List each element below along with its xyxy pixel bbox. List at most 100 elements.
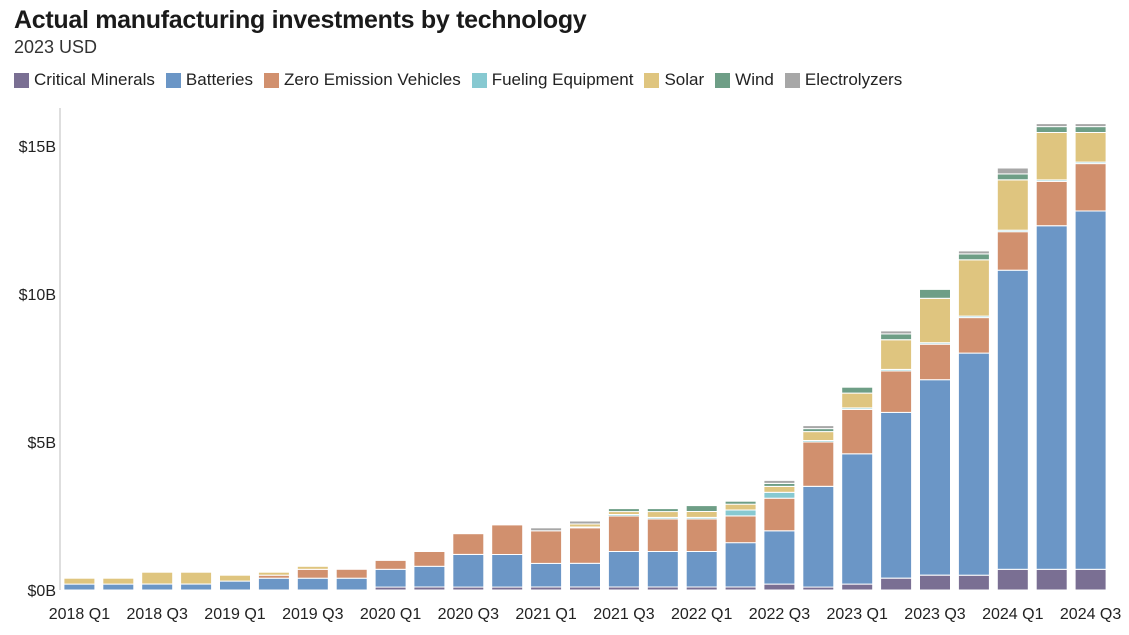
bar-segment: 2022 Q3 - Electrolyzers: 0.1 [763,479,796,484]
x-tick-label: 2020 Q3 [438,606,499,623]
legend-item: Wind [715,70,774,90]
bar-segment: 2023 Q1 - Zero Emission Vehicles: 1.5 [841,408,874,455]
legend-swatch [715,72,731,88]
bar-segment: 2022 Q4 - Electrolyzers: 0.1 [802,425,835,430]
legend-swatch [644,72,660,88]
bar-segment: 2024 Q1 - Critical Minerals: 0.7 [996,568,1029,591]
bar-segment: 2022 Q3 - Fueling Equipment: 0.2 [763,491,796,499]
bar-segment: 2018 Q2 - Batteries: 0.2 [102,583,135,591]
legend-item: Zero Emission Vehicles [264,70,461,90]
x-tick-label: 2024 Q3 [1060,606,1121,623]
bar-segment: 2020 Q3 - Zero Emission Vehicles: 0.7 [452,533,485,555]
bar-segment: 2022 Q4 - Solar: 0.3 [802,431,835,442]
bar-segment: 2024 Q1 - Electrolyzers: 0.2 [996,167,1029,175]
bar-segment: 2022 Q3 - Critical Minerals: 0.2 [763,583,796,591]
legend-swatch [784,72,800,88]
bar-segment: 2020 Q4 - Zero Emission Vehicles: 1 [491,524,524,556]
bar-segment: 2021 Q2 - Zero Emission Vehicles: 1.2 [569,527,601,564]
bar-segment: 2018 Q2 - Solar: 0.2 [102,577,135,585]
legend-label: Critical Minerals [34,70,155,89]
bar-segment: 2023 Q1 - Solar: 0.5 [841,392,874,409]
bar-segment: 2023 Q4 - Critical Minerals: 0.5 [957,574,990,591]
bar-segment: 2023 Q4 - Zero Emission Vehicles: 1.2 [957,317,990,354]
legend-item: Critical Minerals [14,70,155,90]
x-tick-label: 2018 Q3 [127,606,188,623]
bar-segment: 2018 Q3 - Solar: 0.4 [141,571,174,585]
legend-item: Batteries [165,70,254,90]
bar-segment: 2023 Q1 - Batteries: 4.4 [841,453,874,585]
bar-segment: 2024 Q1 - Batteries: 10.1 [996,269,1029,570]
legend-label: Electrolyzers [804,70,903,89]
legend-item: Solar [644,70,704,90]
bar-segment: 2022 Q2 - Fueling Equipment: 0.2 [724,509,757,517]
bar-segment: 2023 Q3 - Critical Minerals: 0.5 [919,574,951,591]
bar-segment: 2023 Q2 - Electrolyzers: 0.1 [880,330,913,335]
bar-segment: 2022 Q2 - Zero Emission Vehicles: 0.9 [724,515,757,544]
chart-title: Actual manufacturing investments by tech… [14,6,587,34]
legend-label: Batteries [185,70,254,89]
bar-segment: 2021 Q1 - Electrolyzers: 0.1 [530,527,563,532]
bar-segment: 2019 Q2 - Solar: 0.1 [257,571,290,576]
bar-segment: 2021 Q1 - Batteries: 0.8 [530,562,563,588]
legend-item: Fueling Equipment [471,70,633,90]
legend-swatch [165,72,181,88]
bar-segment: 2022 Q2 - Solar: 0.2 [724,503,757,511]
bar-segment: 2024 Q3 - Zero Emission Vehicles: 1.6 [1074,163,1107,212]
bar-segment: 2024 Q2 - Solar: 1.6 [1035,132,1068,181]
bar-segment: 2023 Q2 - Wind: 0.2 [880,333,913,341]
bar-segment: 2020 Q2 - Zero Emission Vehicles: 0.5 [413,551,446,567]
chart-subtitle: 2023 USD [14,37,98,57]
y-tick-label: $15B [19,139,56,156]
y-tick-label: $5B [28,435,56,452]
bar-segment: 2020 Q1 - Zero Emission Vehicles: 0.3 [374,559,407,570]
bar-segment: 2024 Q3 - Critical Minerals: 0.7 [1074,568,1107,591]
legend-label: Solar [664,70,705,89]
bar-segment: 2022 Q1 - Zero Emission Vehicles: 1.1 [685,518,718,553]
bar-segment: 2023 Q3 - Solar: 1.5 [919,297,951,344]
bar-segment: 2019 Q3 - Zero Emission Vehicles: 0.3 [296,568,329,579]
bar-segment: 2021 Q4 - Zero Emission Vehicles: 1.1 [646,518,679,553]
legend-swatch [471,72,487,88]
bar-segment: 2022 Q1 - Batteries: 1.2 [685,551,718,588]
bar-segment: 2019 Q3 - Batteries: 0.4 [296,577,329,591]
bar-segment: 2022 Q2 - Batteries: 1.5 [724,542,757,588]
x-tick-label: 2023 Q3 [904,606,965,623]
bar-segment: 2023 Q4 - Wind: 0.2 [957,253,990,261]
bar-segment: 2023 Q3 - Batteries: 6.6 [919,379,951,576]
legend-label: Zero Emission Vehicles [284,70,461,89]
bar-segment: 2021 Q1 - Zero Emission Vehicles: 1.1 [530,530,563,564]
bar-segment: 2018 Q3 - Batteries: 0.2 [141,583,174,591]
bar-segment: 2020 Q3 - Batteries: 1.1 [452,554,485,588]
bar-segment: 2023 Q4 - Batteries: 7.5 [957,352,990,576]
chart-legend: Critical Minerals Batteries Zero Emission … [14,70,902,90]
bar-segment: 2023 Q4 - Electrolyzers: 0.1 [957,250,990,255]
bar-segment: 2018 Q1 - Solar: 0.2 [63,577,96,585]
bar-segment: 2023 Q3 - Wind: 0.3 [919,288,951,299]
bar-segment: 2023 Q2 - Critical Minerals: 0.4 [880,577,913,591]
x-tick-label: 2022 Q1 [671,606,732,623]
bar-segment: 2024 Q2 - Wind: 0.2 [1035,126,1068,133]
y-tick-label: $10B [19,287,56,304]
x-tick-label: 2022 Q3 [749,606,810,623]
bar-segment: 2022 Q2 - Wind: 0.1 [724,500,757,505]
bar-segment: 2024 Q1 - Solar: 1.7 [996,179,1029,231]
bar-segment: 2018 Q4 - Batteries: 0.2 [180,583,213,591]
bar-segment: 2024 Q2 - Critical Minerals: 0.7 [1035,568,1068,591]
bar-segment: 2022 Q4 - Batteries: 3.4 [802,485,835,588]
bar-segment: 2022 Q3 - Batteries: 1.8 [763,530,796,585]
bar-segment: 2022 Q3 - Solar: 0.2 [763,485,796,493]
bar-segment: 2022 Q1 - Wind: 0.2 [685,505,718,513]
bar-segment: 2019 Q4 - Zero Emission Vehicles: 0.3 [335,568,368,579]
bar-segment: 2024 Q2 - Batteries: 11.6 [1035,225,1068,570]
bar-segment: 2018 Q1 - Batteries: 0.2 [63,583,96,591]
bar-segment: 2023 Q4 - Solar: 1.9 [957,259,990,317]
legend-swatch [14,72,29,88]
bar-segment: 2018 Q4 - Solar: 0.4 [180,571,213,585]
x-tick-label: 2021 Q3 [593,606,654,623]
bar-segment: 2022 Q4 - Zero Emission Vehicles: 1.5 [802,441,835,487]
bar-segment: 2022 Q1 - Solar: 0.2 [685,511,718,518]
bar-segment: 2023 Q2 - Solar: 1 [880,339,913,370]
bar-segment: 2021 Q4 - Wind: 0.1 [646,508,679,513]
x-tick-label: 2019 Q1 [204,606,265,623]
bar-segment: 2024 Q2 - Electrolyzers: 0.1 [1035,123,1068,128]
